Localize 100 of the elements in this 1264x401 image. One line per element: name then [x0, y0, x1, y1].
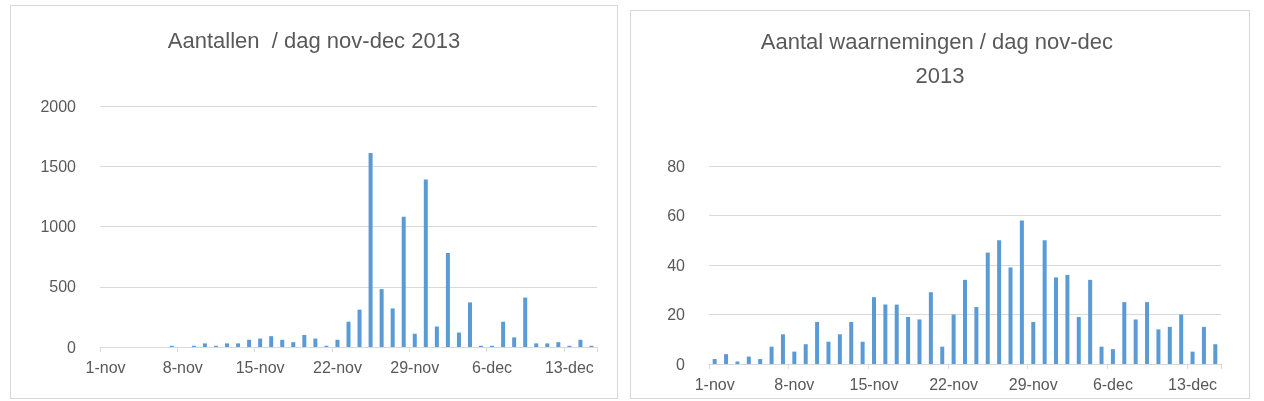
bar: [1099, 346, 1104, 364]
bar: [928, 292, 933, 364]
bar: [578, 339, 583, 347]
bar: [1179, 314, 1184, 364]
bar: [1213, 344, 1218, 364]
bar: [390, 308, 395, 347]
bar: [501, 321, 506, 347]
y-tick-label: 20: [667, 306, 686, 323]
chart-title: Aantal waarnemingen / dag nov-dec 2013: [760, 28, 1120, 88]
x-tick-label: 8-nov: [162, 358, 203, 376]
bar: [1156, 329, 1161, 364]
bar: [780, 334, 785, 364]
x-tick-label: 6-dec: [472, 358, 513, 376]
bar: [545, 343, 550, 347]
bar: [940, 346, 945, 364]
bar: [860, 341, 865, 364]
bar: [1167, 326, 1172, 364]
bar: [1008, 267, 1013, 364]
bar: [335, 339, 340, 347]
bar: [758, 359, 763, 364]
bar: [445, 253, 450, 347]
bar: [917, 319, 922, 364]
y-tick-label: 1000: [40, 218, 77, 235]
bar: [357, 309, 362, 347]
bar: [556, 342, 561, 347]
bar: [467, 302, 472, 347]
bar: [1190, 351, 1195, 364]
bar: [1019, 220, 1024, 364]
x-tick-label: 8-nov: [774, 375, 815, 393]
y-tick-label: 60: [667, 207, 686, 224]
bar: [1122, 302, 1127, 364]
bar: [302, 334, 307, 347]
bar: [712, 359, 717, 364]
bar: [997, 240, 1002, 364]
bar: [792, 351, 797, 364]
bar: [1110, 349, 1115, 364]
bar: [803, 344, 808, 364]
bar: [906, 316, 911, 364]
x-tick-label: 6-dec: [1092, 375, 1133, 393]
y-tick-label: 2000: [40, 97, 77, 115]
bar: [974, 307, 979, 364]
x-tick-label: 1-nov: [85, 358, 126, 376]
bar: [837, 334, 842, 364]
bar: [269, 336, 274, 347]
bar: [1133, 319, 1138, 364]
x-tick-label: 22-nov: [312, 358, 362, 376]
chart-title: Aantallen / dag nov-dec 2013: [167, 27, 461, 53]
x-tick-label: 29-nov: [390, 358, 440, 376]
bar: [1145, 302, 1150, 364]
y-tick-label: 40: [667, 256, 686, 274]
y-tick-label: 500: [49, 278, 77, 296]
x-tick-label: 1-nov: [694, 375, 735, 393]
bar: [368, 153, 373, 347]
bar: [883, 304, 888, 364]
bar: [258, 338, 263, 347]
bar: [313, 338, 318, 347]
bar: [401, 216, 406, 347]
bar: [769, 346, 774, 364]
bar: [951, 314, 956, 364]
bar: [534, 343, 539, 347]
x-tick-label: 29-nov: [1008, 375, 1058, 393]
bar: [456, 332, 461, 347]
x-tick-label: 15-nov: [235, 358, 285, 376]
bar: [1042, 240, 1047, 364]
bar: [1054, 277, 1059, 364]
bar: [225, 343, 230, 347]
bar: [1076, 316, 1081, 364]
bar: [523, 297, 528, 347]
bar: [412, 333, 417, 347]
bar: [423, 179, 428, 347]
bar: [346, 321, 351, 347]
bar: [291, 342, 296, 347]
bar: [963, 279, 967, 364]
bar: [871, 297, 876, 364]
bar: [236, 343, 241, 347]
bar: [379, 289, 384, 347]
y-tick-label: 80: [667, 157, 686, 175]
bar: [1088, 279, 1093, 364]
bar: [1201, 326, 1206, 364]
bar: [1031, 321, 1036, 364]
bar: [894, 304, 899, 364]
x-tick-label: 22-nov: [929, 375, 979, 393]
bar: [815, 321, 820, 364]
x-tick-label: 13-dec: [544, 358, 594, 376]
x-tick-label: 13-dec: [1168, 375, 1218, 393]
bar: [280, 339, 285, 347]
y-tick-label: 1500: [40, 157, 77, 175]
bar: [746, 356, 751, 364]
bar: [985, 252, 990, 364]
bar: [826, 341, 831, 364]
x-tick-label: 15-nov: [849, 375, 899, 393]
bar: [849, 321, 854, 364]
bar: [247, 339, 252, 347]
bar: [724, 354, 729, 364]
y-tick-label: 0: [67, 338, 77, 356]
bar: [512, 337, 517, 347]
bar: [434, 326, 439, 347]
bar: [202, 343, 207, 347]
y-tick-label: 0: [676, 355, 686, 373]
bar: [1065, 274, 1070, 364]
